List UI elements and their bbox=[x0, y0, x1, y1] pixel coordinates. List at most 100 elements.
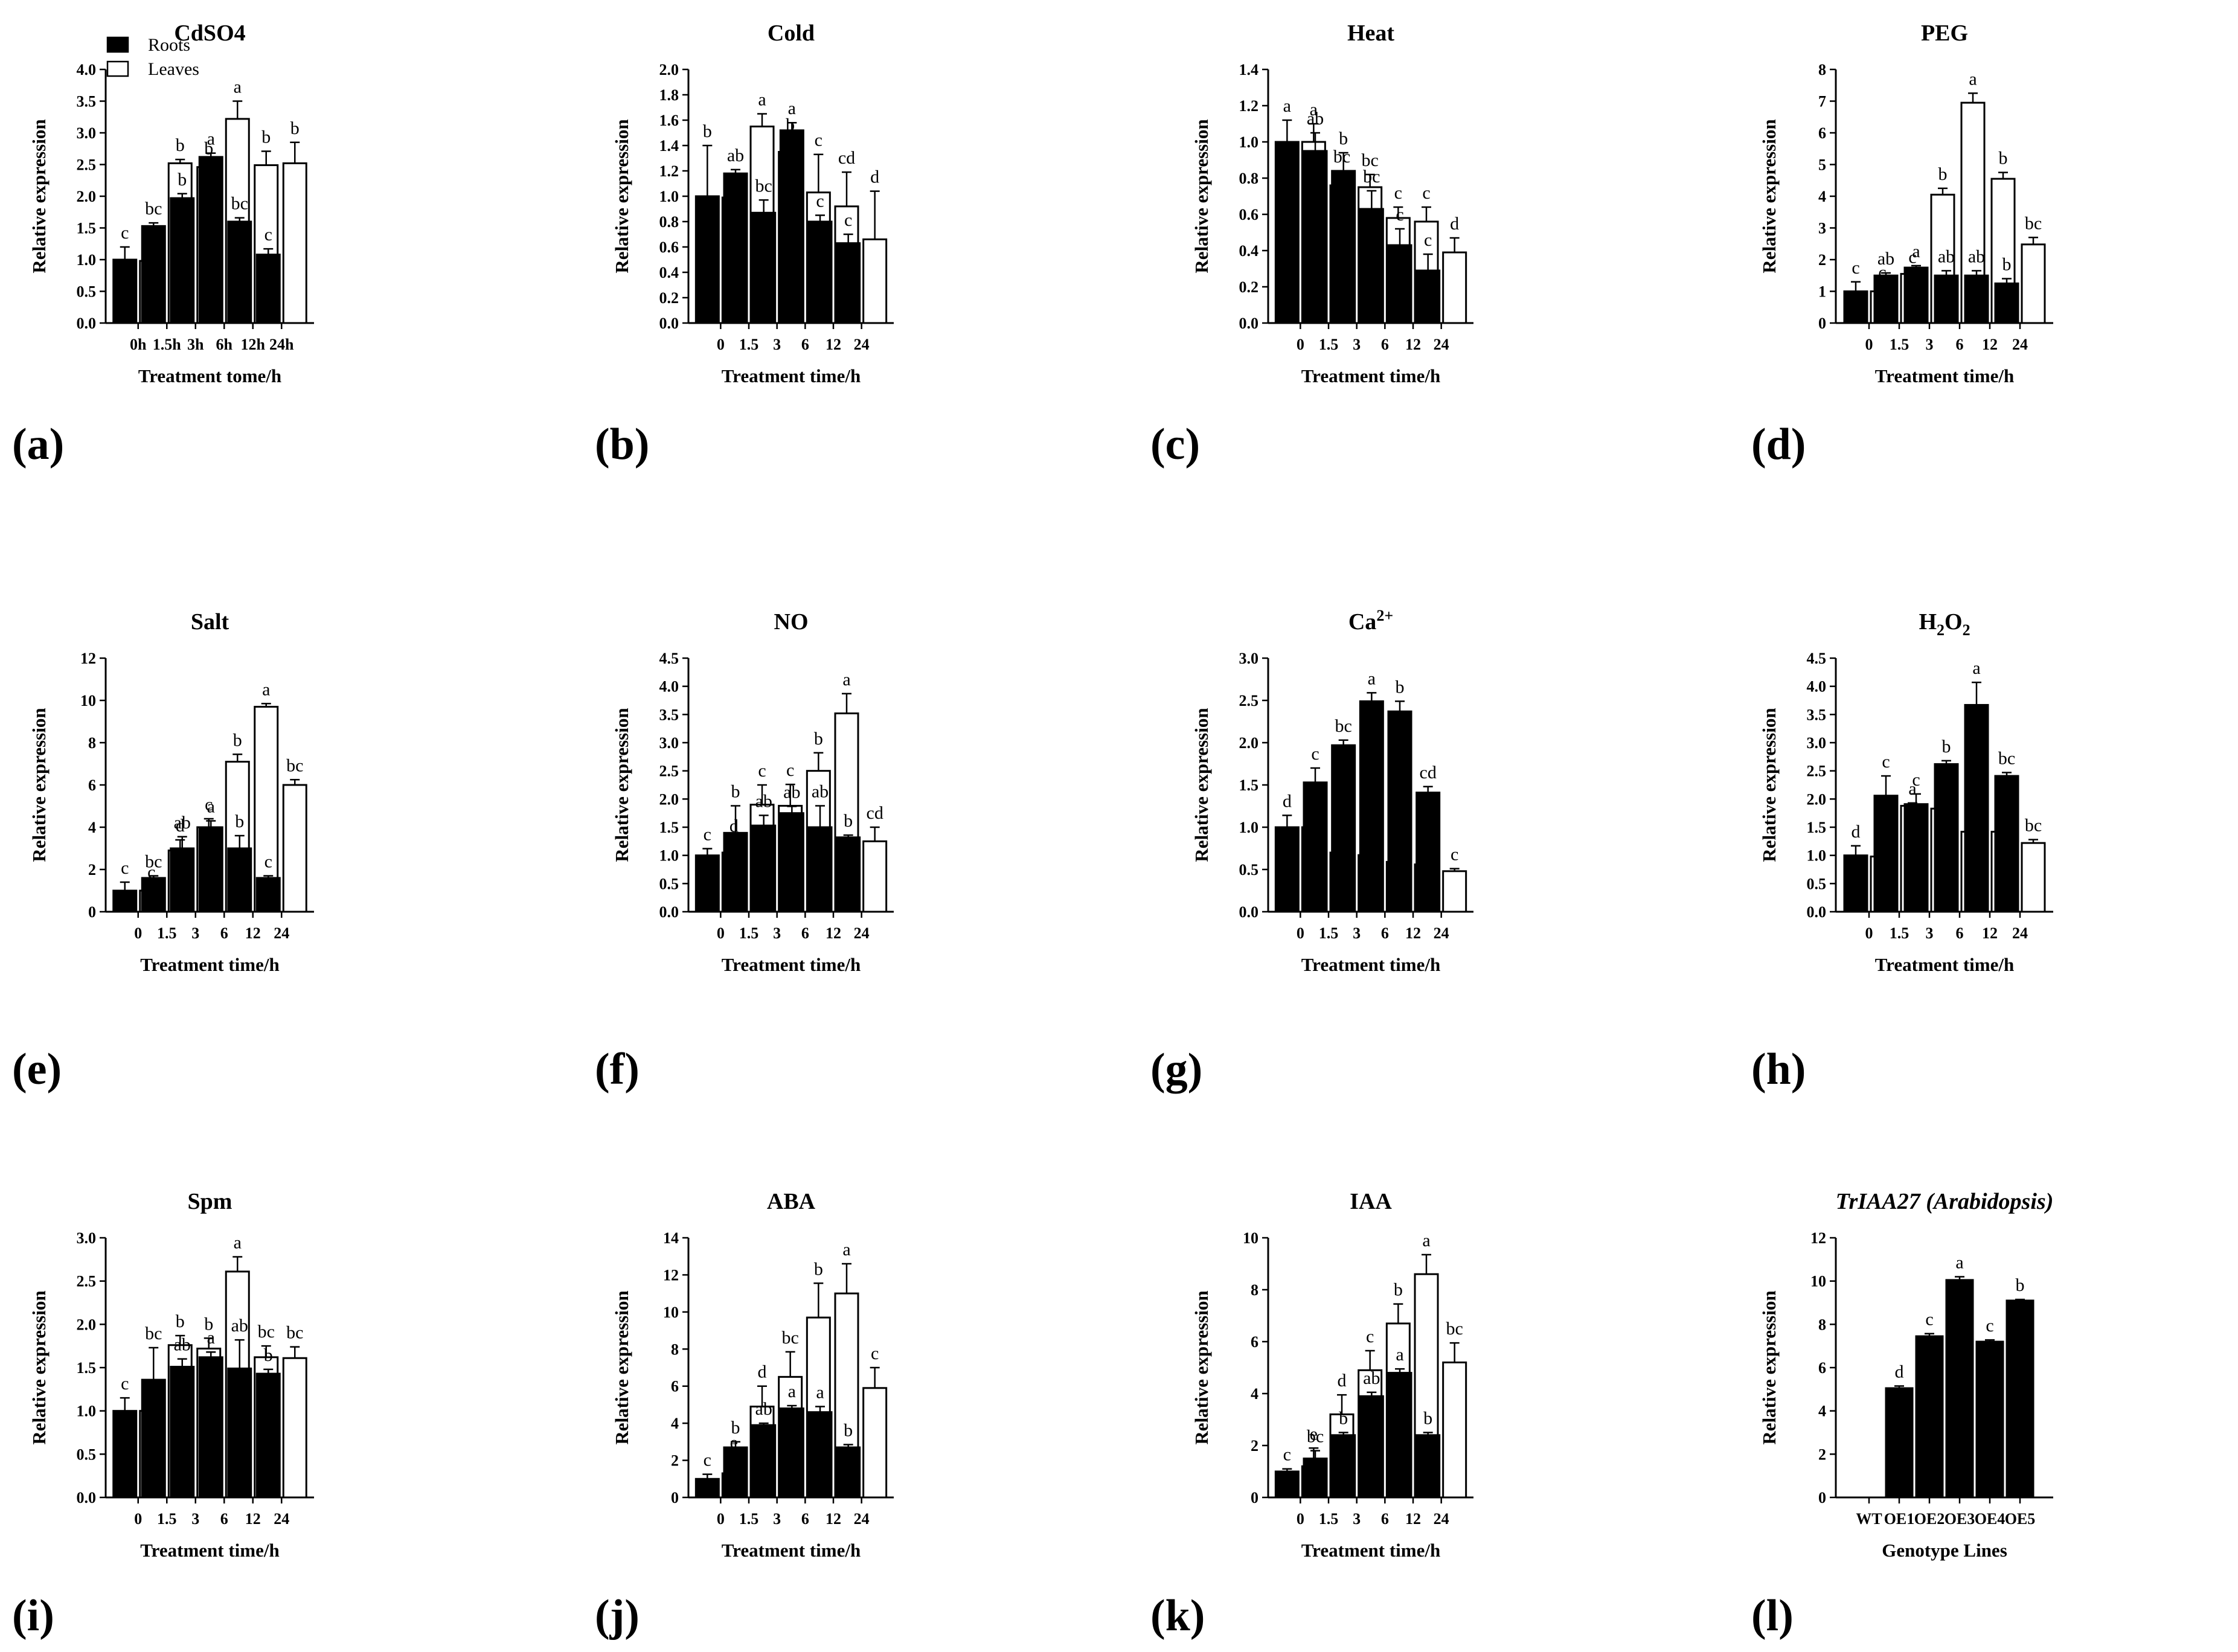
y-tick-label: 4 bbox=[88, 819, 96, 836]
x-tick-label: 1.5 bbox=[739, 1510, 759, 1528]
y-tick-label: 0.0 bbox=[659, 315, 679, 332]
chart-title: TrIAA27 (Arabidopsis) bbox=[1836, 1189, 2054, 1214]
x-axis-label: Genotype Lines bbox=[1882, 1540, 2007, 1561]
legend: Roots Leaves bbox=[106, 35, 199, 79]
y-axis-label: Relative expression bbox=[1759, 119, 1780, 273]
bar bbox=[2006, 1299, 2034, 1499]
significance-label: d bbox=[1852, 822, 1861, 842]
x-tick-label: 12 bbox=[826, 336, 841, 353]
significance-label: bc bbox=[2025, 213, 2042, 233]
legend-swatch-leaves bbox=[106, 60, 129, 77]
chart-panel-c: 0.00.20.40.60.81.01.21.40a a1.5abbc3bbc6b… bbox=[1150, 21, 1473, 469]
significance-label: c bbox=[121, 223, 129, 243]
x-tick-label: OE3 bbox=[1945, 1510, 1975, 1528]
chart-panel-g: 0.00.51.01.52.02.53.00da1.5cb3bcb6abc12b… bbox=[1150, 607, 1473, 1094]
bar bbox=[751, 824, 777, 913]
significance-label: c bbox=[871, 1343, 879, 1363]
significance-label: c bbox=[844, 210, 852, 230]
y-tick-label: 6 bbox=[1818, 1359, 1826, 1377]
significance-label: a bbox=[1912, 242, 1920, 261]
significance-label: b bbox=[261, 127, 271, 147]
y-axis-label: Relative expression bbox=[611, 119, 632, 273]
significance-label: cd bbox=[1420, 763, 1437, 783]
bar bbox=[1903, 266, 1929, 324]
y-axis-label: Relative expression bbox=[1191, 119, 1212, 273]
significance-label: bc bbox=[1363, 167, 1380, 187]
significance-label: c bbox=[704, 824, 711, 844]
bar bbox=[1442, 1361, 1467, 1499]
bar bbox=[723, 1446, 748, 1499]
x-axis-label: Treatment time/h bbox=[722, 365, 861, 386]
significance-label: b bbox=[814, 729, 823, 749]
y-tick-label: 10 bbox=[1243, 1229, 1258, 1247]
significance-label: c bbox=[1912, 770, 1920, 790]
significance-label: b bbox=[2016, 1275, 2025, 1295]
y-tick-label: 3.0 bbox=[659, 734, 679, 752]
bar bbox=[1964, 703, 1989, 913]
y-tick-label: 2.5 bbox=[659, 763, 679, 780]
bar bbox=[1416, 269, 1441, 324]
y-tick-label: 8 bbox=[1818, 1316, 1826, 1333]
chart-panel-i: 0.00.51.01.52.02.53.00cc1.5bcb3abb6aa12a… bbox=[12, 1189, 314, 1641]
bar bbox=[255, 254, 281, 324]
bar bbox=[723, 831, 748, 913]
significance-label: e bbox=[1310, 1424, 1318, 1444]
significance-label: c bbox=[1311, 744, 1319, 764]
significance-label: b bbox=[235, 812, 244, 831]
bar bbox=[141, 877, 166, 913]
bar bbox=[836, 836, 861, 913]
significance-label: c bbox=[1986, 1316, 1993, 1336]
chart-panel-b: 0.00.20.40.60.81.01.21.41.61.82.00bc1.5a… bbox=[595, 21, 894, 469]
panel-label: (k) bbox=[1150, 1591, 1205, 1641]
y-axis-label: Relative expression bbox=[1191, 708, 1212, 862]
panel-label: (g) bbox=[1150, 1045, 1202, 1094]
x-tick-label: 0h bbox=[130, 336, 147, 353]
significance-label: bc bbox=[1446, 1319, 1463, 1339]
bar bbox=[1387, 710, 1412, 913]
significance-label: bc bbox=[231, 194, 248, 214]
bar bbox=[1442, 251, 1467, 324]
significance-label: c bbox=[205, 795, 213, 815]
x-axis-label: Treatment time/h bbox=[1301, 1540, 1440, 1561]
significance-label: c bbox=[704, 1450, 711, 1470]
significance-label: b bbox=[1423, 1409, 1432, 1429]
x-tick-label: 12 bbox=[245, 1510, 261, 1528]
y-tick-label: 2.5 bbox=[77, 156, 97, 174]
x-tick-label: 1.5 bbox=[1319, 1510, 1339, 1528]
significance-label: a bbox=[1955, 1253, 1963, 1273]
panel-label: (l) bbox=[1751, 1591, 1794, 1641]
bar bbox=[1359, 208, 1384, 324]
bar bbox=[255, 1372, 281, 1499]
y-tick-label: 1.5 bbox=[77, 220, 97, 237]
significance-label: a bbox=[1396, 1345, 1403, 1365]
significance-label: a bbox=[207, 1328, 215, 1348]
significance-label: bc bbox=[286, 755, 303, 775]
y-tick-label: 10 bbox=[1810, 1273, 1826, 1290]
significance-label: bc bbox=[145, 1324, 162, 1343]
x-axis-label: Treatment tome/h bbox=[138, 365, 281, 386]
x-tick-label: 24 bbox=[274, 1510, 289, 1528]
bar bbox=[836, 242, 861, 324]
y-tick-label: 1.4 bbox=[659, 137, 679, 155]
bar bbox=[1885, 1387, 1914, 1499]
bar bbox=[1934, 274, 1959, 324]
y-tick-label: 2.0 bbox=[77, 188, 97, 205]
x-tick-label: WT bbox=[1856, 1510, 1882, 1528]
panel-label: (j) bbox=[595, 1591, 640, 1641]
x-tick-label: 0 bbox=[717, 924, 725, 942]
significance-label: d bbox=[870, 167, 879, 187]
y-tick-label: 0.4 bbox=[1239, 242, 1259, 260]
chart-title: CdSO4 bbox=[174, 21, 245, 46]
x-tick-label: 0 bbox=[1865, 924, 1873, 942]
y-tick-label: 1.4 bbox=[1239, 61, 1259, 78]
bar bbox=[170, 197, 195, 324]
x-tick-label: 6 bbox=[801, 1510, 809, 1528]
y-tick-label: 2 bbox=[1818, 1446, 1826, 1463]
bar bbox=[862, 1387, 888, 1499]
x-tick-label: 3 bbox=[1926, 336, 1934, 353]
y-tick-label: 2 bbox=[88, 861, 96, 879]
bar bbox=[1416, 792, 1441, 913]
y-tick-label: 4.0 bbox=[1807, 678, 1827, 696]
x-tick-label: 1.5 bbox=[739, 336, 759, 353]
